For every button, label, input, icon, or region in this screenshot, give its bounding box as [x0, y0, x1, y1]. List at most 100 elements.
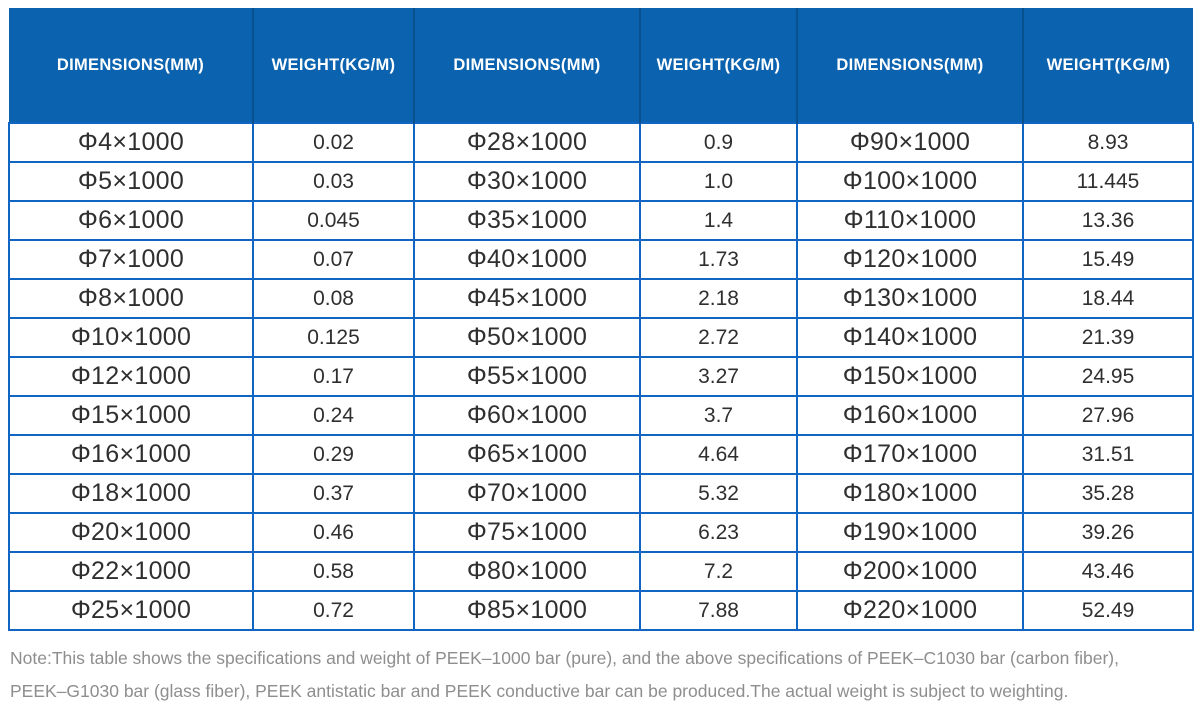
weight-cell: 2.72	[639, 317, 798, 358]
note: Note:This table shows the specifications…	[10, 642, 1192, 708]
header-cell-weight-1: WEIGHT(KG/M)	[253, 8, 415, 123]
dimension-cell: Φ55×1000	[413, 356, 641, 397]
weight-cell: 0.37	[252, 473, 415, 514]
weight-cell: 0.03	[252, 161, 415, 202]
table-body: Φ4×1000 0.02 Φ28×1000 0.9 Φ90×1000 8.93 Φ5×100…	[8, 122, 1194, 631]
table-row: Φ5×1000 0.03 Φ30×1000 1.0 Φ100×1000 11.445	[8, 161, 1194, 202]
weight-cell: 43.46	[1022, 551, 1194, 592]
table-row: Φ4×1000 0.02 Φ28×1000 0.9 Φ90×1000 8.93	[8, 122, 1194, 163]
weight-cell: 0.17	[252, 356, 415, 397]
weight-cell: 0.46	[252, 512, 415, 553]
weight-cell: 1.0	[639, 161, 798, 202]
weight-cell: 2.18	[639, 278, 798, 319]
dimension-cell: Φ35×1000	[413, 200, 641, 241]
header-row: DIMENSIONS(MM) WEIGHT(KG/M) DIMENSIONS(M…	[9, 8, 1193, 123]
header-cell-dimensions-2: DIMENSIONS(MM)	[414, 8, 641, 123]
dimension-cell: Φ150×1000	[796, 356, 1024, 397]
weight-cell: 1.4	[639, 200, 798, 241]
table-row: Φ7×1000 0.07 Φ40×1000 1.73 Φ120×1000 15.49	[8, 239, 1194, 280]
table-row: Φ15×1000 0.24 Φ60×1000 3.7 Φ160×1000 27.96	[8, 395, 1194, 436]
weight-cell: 52.49	[1022, 590, 1194, 631]
dimension-cell: Φ170×1000	[796, 434, 1024, 475]
weight-cell: 3.7	[639, 395, 798, 436]
table-row: Φ10×1000 0.125 Φ50×1000 2.72 Φ140×1000 21.39	[8, 317, 1194, 358]
weight-cell: 0.9	[639, 122, 798, 163]
dimension-cell: Φ70×1000	[413, 473, 641, 514]
weight-cell: 3.27	[639, 356, 798, 397]
table-row: Φ22×1000 0.58 Φ80×1000 7.2 Φ200×1000 43.46	[8, 551, 1194, 592]
header-cell-weight-2: WEIGHT(KG/M)	[640, 8, 798, 123]
weight-cell: 39.26	[1022, 512, 1194, 553]
dimension-cell: Φ120×1000	[796, 239, 1024, 280]
dimension-cell: Φ5×1000	[8, 161, 254, 202]
dimension-cell: Φ30×1000	[413, 161, 641, 202]
dimension-cell: Φ80×1000	[413, 551, 641, 592]
dimension-cell: Φ220×1000	[796, 590, 1024, 631]
dimension-cell: Φ18×1000	[8, 473, 254, 514]
table-row: Φ12×1000 0.17 Φ55×1000 3.27 Φ150×1000 24.95	[8, 356, 1194, 397]
note-line-1: Note:This table shows the specifications…	[10, 648, 1119, 668]
header-cell-dimensions-1: DIMENSIONS(MM)	[9, 8, 254, 123]
dimension-cell: Φ45×1000	[413, 278, 641, 319]
weight-cell: 24.95	[1022, 356, 1194, 397]
weight-cell: 8.93	[1022, 122, 1194, 163]
dimension-cell: Φ140×1000	[796, 317, 1024, 358]
dimension-cell: Φ90×1000	[796, 122, 1024, 163]
dimension-cell: Φ25×1000	[8, 590, 254, 631]
dimension-cell: Φ100×1000	[796, 161, 1024, 202]
dimension-cell: Φ50×1000	[413, 317, 641, 358]
dimension-cell: Φ20×1000	[8, 512, 254, 553]
weight-cell: 13.36	[1022, 200, 1194, 241]
weight-cell: 0.02	[252, 122, 415, 163]
note-line-2: PEEK–G1030 bar (glass fiber), PEEK antis…	[10, 681, 1069, 701]
dimension-cell: Φ160×1000	[796, 395, 1024, 436]
weight-cell: 0.24	[252, 395, 415, 436]
weight-cell: 18.44	[1022, 278, 1194, 319]
dimension-cell: Φ16×1000	[8, 434, 254, 475]
weight-cell: 5.32	[639, 473, 798, 514]
table-row: Φ8×1000 0.08 Φ45×1000 2.18 Φ130×1000 18.44	[8, 278, 1194, 319]
dimension-cell: Φ75×1000	[413, 512, 641, 553]
weight-cell: 27.96	[1022, 395, 1194, 436]
table-row: Φ16×1000 0.29 Φ65×1000 4.64 Φ170×1000 31.51	[8, 434, 1194, 475]
weight-cell: 0.72	[252, 590, 415, 631]
dimension-cell: Φ12×1000	[8, 356, 254, 397]
weight-cell: 15.49	[1022, 239, 1194, 280]
header-cell-weight-3: WEIGHT(KG/M)	[1023, 8, 1193, 123]
weight-cell: 7.2	[639, 551, 798, 592]
weight-cell: 11.445	[1022, 161, 1194, 202]
weight-cell: 0.125	[252, 317, 415, 358]
dimension-cell: Φ22×1000	[8, 551, 254, 592]
weight-cell: 0.58	[252, 551, 415, 592]
header-cell-dimensions-3: DIMENSIONS(MM)	[797, 8, 1024, 123]
weight-cell: 21.39	[1022, 317, 1194, 358]
dimension-cell: Φ110×1000	[796, 200, 1024, 241]
table-row: Φ20×1000 0.46 Φ75×1000 6.23 Φ190×1000 39.26	[8, 512, 1194, 553]
dimension-cell: Φ40×1000	[413, 239, 641, 280]
weight-cell: 4.64	[639, 434, 798, 475]
table-header: DIMENSIONS(MM) WEIGHT(KG/M) DIMENSIONS(M…	[9, 8, 1193, 123]
dimension-cell: Φ6×1000	[8, 200, 254, 241]
weight-cell: 0.08	[252, 278, 415, 319]
weight-cell: 35.28	[1022, 473, 1194, 514]
dimension-cell: Φ180×1000	[796, 473, 1024, 514]
weight-cell: 7.88	[639, 590, 798, 631]
dimension-cell: Φ7×1000	[8, 239, 254, 280]
dimension-cell: Φ65×1000	[413, 434, 641, 475]
weight-cell: 0.07	[252, 239, 415, 280]
dimension-cell: Φ4×1000	[8, 122, 254, 163]
dimension-cell: Φ15×1000	[8, 395, 254, 436]
weight-cell: 0.045	[252, 200, 415, 241]
weight-cell: 1.73	[639, 239, 798, 280]
dimension-cell: Φ28×1000	[413, 122, 641, 163]
dimension-cell: Φ85×1000	[413, 590, 641, 631]
weight-cell: 0.29	[252, 434, 415, 475]
weight-cell: 6.23	[639, 512, 798, 553]
dimension-cell: Φ200×1000	[796, 551, 1024, 592]
dimension-cell: Φ130×1000	[796, 278, 1024, 319]
dimension-cell: Φ10×1000	[8, 317, 254, 358]
peek-bar-weight-table: DIMENSIONS(MM) WEIGHT(KG/M) DIMENSIONS(M…	[8, 8, 1194, 631]
table-row: Φ25×1000 0.72 Φ85×1000 7.88 Φ220×1000 52.49	[8, 590, 1194, 631]
table-row: Φ6×1000 0.045 Φ35×1000 1.4 Φ110×1000 13.36	[8, 200, 1194, 241]
